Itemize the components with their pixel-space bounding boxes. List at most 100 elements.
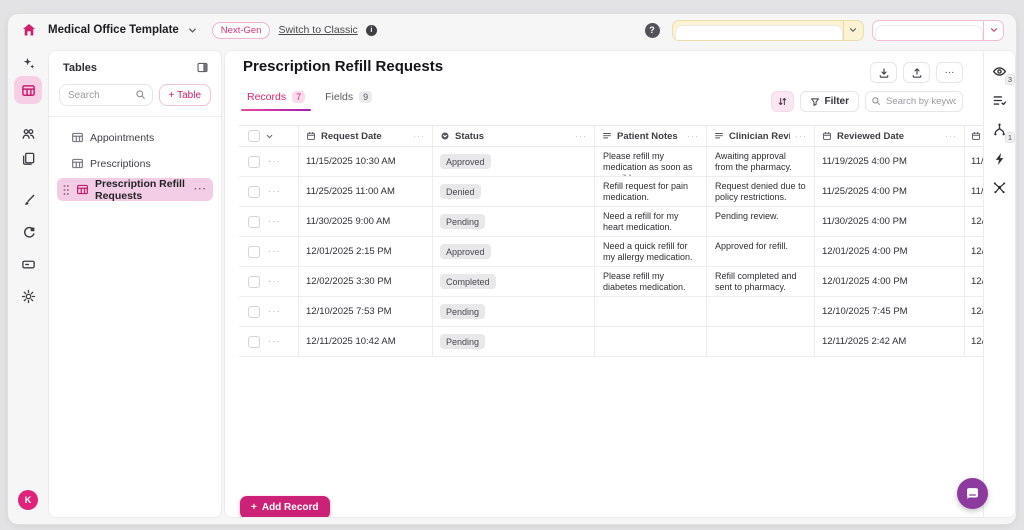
row-menu-dots[interactable]: ··· (268, 306, 281, 317)
cell-truncated-date[interactable]: 12/ (965, 297, 985, 326)
table-row[interactable]: ··· 12/02/2025 3:30 PM Completed Please … (239, 267, 985, 297)
cell-request-date[interactable]: 12/02/2025 3:30 PM (299, 267, 433, 296)
drag-handle-icon[interactable] (62, 184, 70, 196)
upload-button[interactable] (903, 62, 930, 83)
sidebar-item-prescription-refill-requests[interactable]: Prescription Refill Requests ··· (57, 178, 213, 202)
column-menu-dots[interactable]: ··· (795, 131, 807, 141)
table-row[interactable]: ··· 11/15/2025 10:30 AM Approved Please … (239, 147, 985, 177)
cell-reviewed-date[interactable]: 12/11/2025 2:42 AM (815, 327, 965, 356)
cell-request-date[interactable]: 11/30/2025 9:00 AM (299, 207, 433, 236)
row-checkbox[interactable] (248, 215, 260, 228)
keyword-search-input[interactable] (865, 91, 963, 112)
sidebar-item-appointments[interactable]: Appointments (57, 126, 213, 149)
column-menu-dots[interactable]: ··· (945, 131, 957, 141)
sidebar-item-prescriptions[interactable]: Prescriptions (57, 152, 213, 175)
cell-patient-notes[interactable] (595, 297, 707, 326)
table-row[interactable]: ··· 11/25/2025 11:00 AM Denied Refill re… (239, 177, 985, 207)
cell-request-date[interactable]: 11/15/2025 10:30 AM (299, 147, 433, 176)
cell-clinician-review[interactable]: Request denied due to policy restriction… (707, 177, 815, 206)
automation-bolt-icon[interactable] (991, 150, 1008, 167)
header-chevron-down-icon[interactable] (265, 132, 274, 141)
workspace-chevron-down-icon[interactable] (187, 25, 198, 36)
cell-clinician-review[interactable] (707, 327, 815, 356)
column-header-request-date[interactable]: Request Date ··· (299, 126, 433, 146)
test-as-button[interactable]: Test as: Alexander Preston (674, 24, 843, 40)
cell-request-date[interactable]: 11/25/2025 11:00 AM (299, 177, 433, 206)
row-checkbox[interactable] (248, 335, 260, 348)
cell-reviewed-date[interactable]: 11/30/2025 4:00 PM (815, 207, 965, 236)
cell-status[interactable]: Pending (433, 297, 595, 326)
row-checkbox[interactable] (248, 185, 260, 198)
view-settings-icon[interactable]: 3 (991, 63, 1015, 85)
panel-nav-icon[interactable] (19, 255, 37, 273)
row-checkbox[interactable] (248, 155, 260, 168)
table-row[interactable]: ··· 12/01/2025 2:15 PM Approved Need a q… (239, 237, 985, 267)
cell-truncated-date[interactable]: 12/ (965, 237, 985, 266)
column-menu-dots[interactable]: ··· (575, 131, 587, 141)
row-menu-dots[interactable]: ··· (268, 216, 281, 227)
cell-status[interactable]: Completed (433, 267, 595, 296)
cell-clinician-review[interactable]: Refill completed and sent to pharmacy. (707, 267, 815, 296)
workflow-nav-icon[interactable] (19, 223, 37, 241)
cell-clinician-review[interactable]: Pending review. (707, 207, 815, 236)
table-row[interactable]: ··· 12/11/2025 10:42 AM Pending 12/11/20… (239, 327, 985, 357)
column-header-patient-notes[interactable]: Patient Notes ··· (595, 126, 707, 146)
info-icon[interactable]: i (365, 24, 377, 36)
go-live-chevron-down-icon[interactable] (983, 20, 1003, 40)
cell-status[interactable]: Approved (433, 147, 595, 176)
people-nav-icon[interactable] (19, 124, 37, 142)
tables-nav-icon[interactable] (14, 76, 42, 104)
cell-request-date[interactable]: 12/01/2025 2:15 PM (299, 237, 433, 266)
collapse-sidebar-icon[interactable] (196, 61, 209, 74)
home-icon[interactable] (20, 21, 38, 39)
settings-gear-icon[interactable] (19, 287, 37, 305)
cell-truncated-date[interactable]: 12/ (965, 327, 985, 356)
column-header-clinician-review[interactable]: Clinician Review N... ··· (707, 126, 815, 146)
table-row[interactable]: ··· 11/30/2025 9:00 AM Pending Need a re… (239, 207, 985, 237)
cell-clinician-review[interactable]: Awaiting approval from the pharmacy. (707, 147, 815, 176)
cell-patient-notes[interactable]: Need a refill for my heart medication. (595, 207, 707, 236)
sidebar-search-input[interactable] (59, 84, 153, 106)
cell-truncated-date[interactable]: 12/ (965, 207, 985, 236)
cell-clinician-review[interactable]: Approved for refill. (707, 237, 815, 266)
integrations-hub-icon[interactable] (991, 179, 1008, 196)
row-checkbox[interactable] (248, 275, 260, 288)
cell-truncated-date[interactable]: 11/ (965, 147, 985, 176)
table-item-menu-dots[interactable]: ··· (194, 184, 207, 195)
row-menu-dots[interactable]: ··· (268, 336, 281, 347)
pages-nav-icon[interactable] (19, 149, 37, 167)
row-checkbox[interactable] (248, 245, 260, 258)
row-checkbox[interactable] (248, 305, 260, 318)
cell-reviewed-date[interactable]: 11/25/2025 4:00 PM (815, 177, 965, 206)
column-header-reviewed-date[interactable]: Reviewed Date ··· (815, 126, 965, 146)
go-to-live-app-button[interactable]: Go to Live App (874, 24, 983, 40)
help-icon[interactable]: ? (644, 22, 660, 38)
cell-patient-notes[interactable]: Need a quick refill for my allergy medic… (595, 237, 707, 266)
cell-clinician-review[interactable] (707, 297, 815, 326)
cell-truncated-date[interactable]: 11/ (965, 177, 985, 206)
user-avatar[interactable]: K (18, 490, 38, 510)
checklist-icon[interactable] (991, 92, 1008, 109)
ai-sparkles-icon[interactable] (19, 54, 37, 72)
column-menu-dots[interactable]: ··· (413, 131, 425, 141)
tab-records[interactable]: Records 7 (241, 91, 312, 111)
column-header-status[interactable]: Status ··· (433, 126, 595, 146)
branch-icon[interactable]: 1 (991, 121, 1015, 143)
cell-reviewed-date[interactable]: 12/01/2025 4:00 PM (815, 237, 965, 266)
cell-patient-notes[interactable]: Refill request for pain medication. (595, 177, 707, 206)
cell-reviewed-date[interactable]: 12/10/2025 7:45 PM (815, 297, 965, 326)
download-button[interactable] (870, 62, 897, 83)
cell-patient-notes[interactable]: Please refill my medication as soon as p… (595, 147, 707, 176)
cell-reviewed-date[interactable]: 12/01/2025 4:00 PM (815, 267, 965, 296)
row-menu-dots[interactable]: ··· (268, 156, 281, 167)
row-menu-dots[interactable]: ··· (268, 276, 281, 287)
select-all-checkbox[interactable] (248, 130, 260, 142)
filter-button[interactable]: Filter (799, 91, 859, 112)
more-actions-button[interactable]: ··· (936, 62, 963, 83)
sort-button[interactable] (770, 91, 794, 112)
cell-request-date[interactable]: 12/10/2025 7:53 PM (299, 297, 433, 326)
cell-request-date[interactable]: 12/11/2025 10:42 AM (299, 327, 433, 356)
cell-status[interactable]: Denied (433, 177, 595, 206)
cell-patient-notes[interactable]: Please refill my diabetes medication. (595, 267, 707, 296)
test-as-chevron-down-icon[interactable] (842, 20, 863, 40)
